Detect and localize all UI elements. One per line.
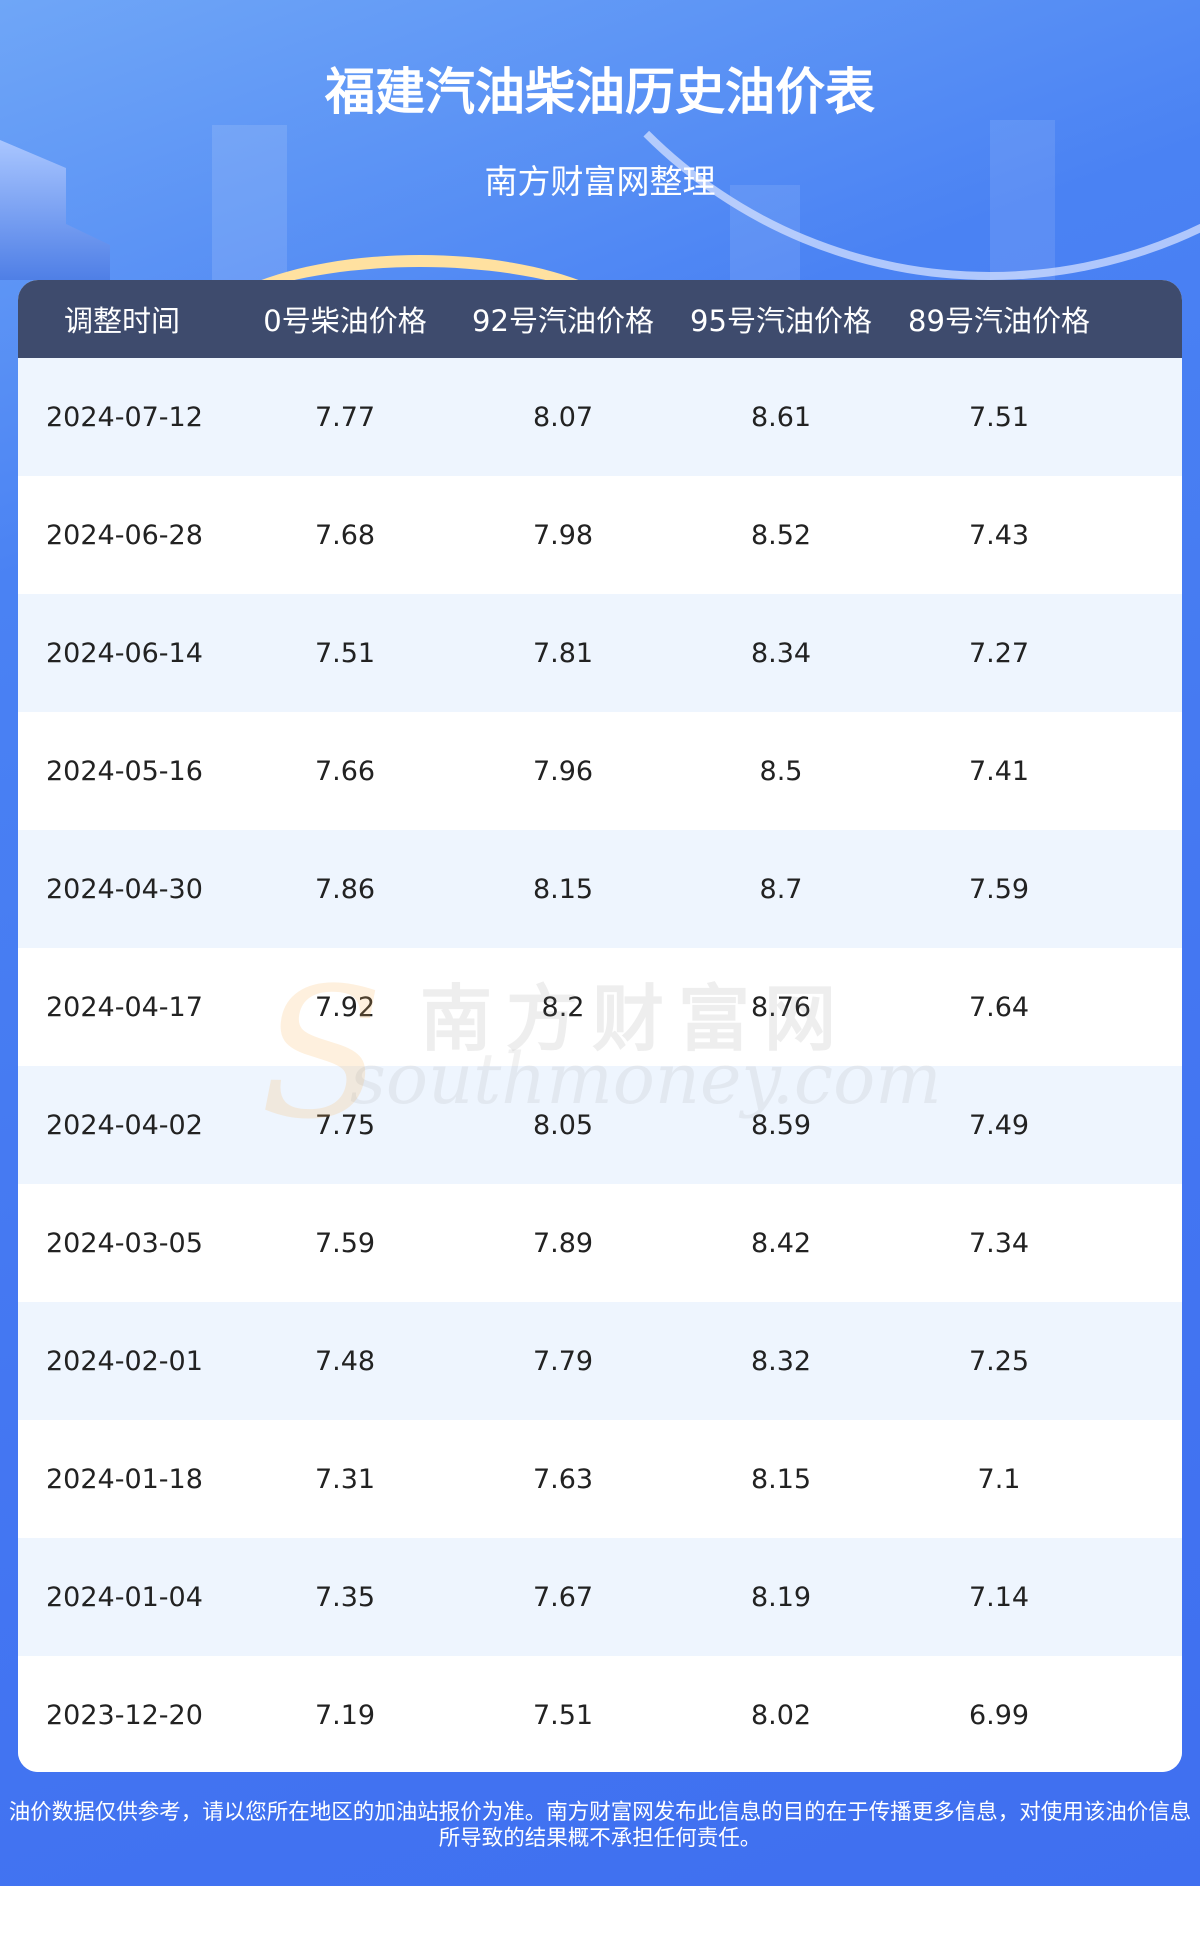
price-table: 调整时间 0号柴油价格 92号汽油价格 95号汽油价格 89号汽油价格 2024… — [18, 280, 1182, 1772]
price-cell: 7.41 — [968, 755, 1030, 787]
price-cell: 7.81 — [532, 637, 594, 669]
price-cell: 8.2 — [541, 991, 585, 1023]
price-cell: 8.61 — [750, 401, 812, 433]
column-header: 89号汽油价格 — [908, 304, 1090, 338]
price-cell: 7.79 — [532, 1345, 594, 1377]
date-cell: 2024-04-17 — [46, 991, 203, 1023]
table-row: 2024-06-14 7.51 7.81 8.34 7.27 — [18, 594, 1182, 712]
price-cell: 7.34 — [968, 1227, 1030, 1259]
price-cell: 7.35 — [314, 1581, 376, 1613]
price-cell: 7.98 — [532, 519, 594, 551]
price-cell: 7.31 — [314, 1463, 376, 1495]
price-cell: 8.5 — [759, 755, 803, 787]
date-cell: 2023-12-20 — [46, 1699, 203, 1731]
date-cell: 2024-02-01 — [46, 1345, 203, 1377]
price-cell: 8.02 — [750, 1699, 812, 1731]
price-cell: 7.86 — [314, 873, 376, 905]
price-cell: 7.49 — [968, 1109, 1030, 1141]
price-cell: 8.07 — [532, 401, 594, 433]
decoration — [212, 125, 287, 285]
date-cell: 2024-04-02 — [46, 1109, 203, 1141]
price-cell: 7.59 — [314, 1227, 376, 1259]
price-cell: 8.34 — [750, 637, 812, 669]
table-row: 2024-07-12 7.77 8.07 8.61 7.51 — [18, 358, 1182, 476]
price-cell: 7.25 — [968, 1345, 1030, 1377]
price-cell: 7.14 — [968, 1581, 1030, 1613]
decoration-arc — [500, 0, 1200, 280]
price-cell: 7.1 — [977, 1463, 1021, 1495]
date-cell: 2024-03-05 — [46, 1227, 203, 1259]
table-row: 2024-06-28 7.68 7.98 8.52 7.43 — [18, 476, 1182, 594]
price-cell: 7.96 — [532, 755, 594, 787]
price-cell: 7.68 — [314, 519, 376, 551]
table-body: 2024-07-12 7.77 8.07 8.61 7.51 2024-06-28 7.68… — [18, 358, 1182, 1772]
table-row: 2024-01-04 7.35 7.67 8.19 7.14 — [18, 1538, 1182, 1656]
date-cell: 2024-04-30 — [46, 873, 203, 905]
price-cell: 7.51 — [532, 1699, 594, 1731]
price-cell: 7.75 — [314, 1109, 376, 1141]
price-cell: 7.43 — [968, 519, 1030, 551]
table-row: 2024-03-05 7.59 7.89 8.42 7.34 — [18, 1184, 1182, 1302]
price-cell: 8.19 — [750, 1581, 812, 1613]
price-cell: 7.77 — [314, 401, 376, 433]
table-row: 2024-01-18 7.31 7.63 8.15 7.1 — [18, 1420, 1182, 1538]
table-row: 2024-05-16 7.66 7.96 8.5 7.41 — [18, 712, 1182, 830]
table-header: 调整时间 0号柴油价格 92号汽油价格 95号汽油价格 89号汽油价格 — [18, 280, 1182, 358]
page-title: 福建汽油柴油历史油价表 — [325, 63, 875, 121]
price-cell: 7.51 — [968, 401, 1030, 433]
table-row: 2024-02-01 7.48 7.79 8.32 7.25 — [18, 1302, 1182, 1420]
table-row: 2024-04-30 7.86 8.15 8.7 7.59 — [18, 830, 1182, 948]
price-cell: 7.19 — [314, 1699, 376, 1731]
date-cell: 2024-05-16 — [46, 755, 203, 787]
price-cell: 8.7 — [759, 873, 803, 905]
price-cell: 7.67 — [532, 1581, 594, 1613]
price-cell: 7.92 — [314, 991, 376, 1023]
date-cell: 2024-06-14 — [46, 637, 203, 669]
price-cell: 8.15 — [750, 1463, 812, 1495]
column-header: 调整时间 — [64, 304, 181, 338]
date-cell: 2024-07-12 — [46, 401, 203, 433]
price-cell: 7.64 — [968, 991, 1030, 1023]
price-cell: 7.63 — [532, 1463, 594, 1495]
price-cell: 7.51 — [314, 637, 376, 669]
price-cell: 8.42 — [750, 1227, 812, 1259]
price-cell: 7.27 — [968, 637, 1030, 669]
date-cell: 2024-01-18 — [46, 1463, 203, 1495]
price-cell: 8.32 — [750, 1345, 812, 1377]
price-cell: 8.59 — [750, 1109, 812, 1141]
table-row: 2024-04-17 7.92 8.2 8.76 7.64 — [18, 948, 1182, 1066]
page-subtitle: 南方财富网整理 — [484, 162, 716, 201]
price-cell: 8.76 — [750, 991, 812, 1023]
price-cell: 6.99 — [968, 1699, 1030, 1731]
column-header: 95号汽油价格 — [690, 304, 872, 338]
disclaimer: 油价数据仅供参考，请以您所在地区的加油站报价为准。南方财富网发布此信息的目的在于… — [8, 1800, 1192, 1851]
price-cell: 8.05 — [532, 1109, 594, 1141]
date-cell: 2024-01-04 — [46, 1581, 203, 1613]
price-cell: 7.48 — [314, 1345, 376, 1377]
date-cell: 2024-06-28 — [46, 519, 203, 551]
price-cell: 8.52 — [750, 519, 812, 551]
price-cell: 7.59 — [968, 873, 1030, 905]
price-cell: 7.89 — [532, 1227, 594, 1259]
table-row: 2023-12-20 7.19 7.51 8.02 6.99 — [18, 1656, 1182, 1772]
table-row: 2024-04-02 7.75 8.05 8.59 7.49 — [18, 1066, 1182, 1184]
price-cell: 8.15 — [532, 873, 594, 905]
price-cell: 7.66 — [314, 755, 376, 787]
column-header: 92号汽油价格 — [472, 304, 654, 338]
column-header: 0号柴油价格 — [263, 304, 427, 338]
